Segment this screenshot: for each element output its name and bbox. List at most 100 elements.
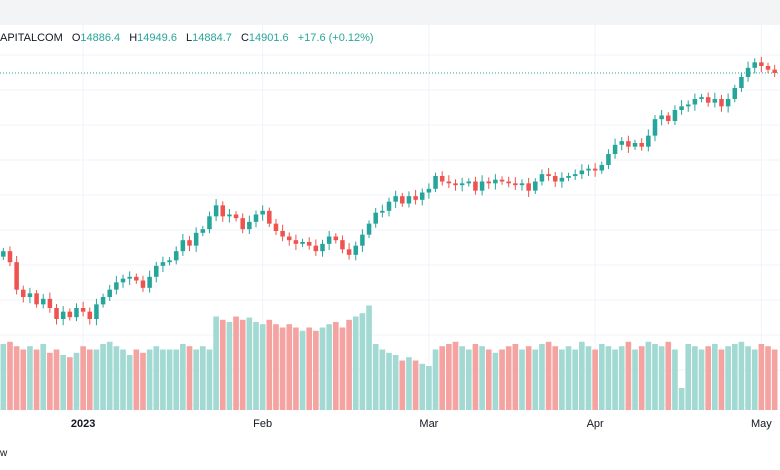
candle-body	[233, 214, 239, 219]
candle-body	[120, 278, 126, 283]
candle-body	[393, 196, 398, 202]
candle	[486, 177, 492, 189]
candle-body	[267, 210, 272, 224]
open-value: 14886.4	[80, 32, 121, 44]
candle	[666, 112, 671, 125]
change-value: +17.6 (+0.12%)	[297, 32, 374, 44]
low-key: L	[186, 32, 193, 44]
volume-bar	[153, 346, 160, 410]
candle-body	[712, 99, 718, 103]
candle	[94, 298, 99, 326]
volume-bar	[246, 317, 253, 410]
candle	[599, 161, 605, 174]
candle-body	[739, 77, 744, 88]
volume-bar	[306, 327, 313, 410]
candle	[127, 271, 132, 285]
candle	[386, 197, 392, 217]
volume-bar	[286, 324, 293, 410]
candle-body	[253, 214, 259, 222]
candle-body	[526, 183, 531, 191]
volume-bar	[100, 344, 106, 410]
candle-body	[220, 205, 226, 217]
candle	[253, 210, 259, 228]
candle-body	[745, 67, 751, 77]
volume-bar	[499, 349, 505, 410]
candle-body	[380, 210, 385, 213]
candle	[552, 171, 558, 187]
candle	[519, 179, 525, 191]
candle	[433, 172, 438, 193]
high-key: H	[129, 32, 138, 44]
candle	[752, 58, 757, 74]
volume-bar	[512, 344, 519, 410]
volume-bar	[326, 324, 332, 410]
volume-bar	[379, 349, 386, 410]
volume-bar	[386, 352, 392, 410]
candle-body	[592, 168, 598, 171]
candle-body	[273, 223, 279, 231]
candle	[207, 211, 212, 234]
volume-bar	[266, 319, 273, 410]
candle-body	[699, 97, 704, 99]
volume-bar	[299, 330, 306, 410]
candle-body	[406, 196, 412, 204]
candle-body	[666, 115, 671, 121]
volume-bar	[731, 344, 738, 410]
candle-body	[313, 245, 319, 252]
volume-bar	[293, 327, 299, 410]
candle-body	[639, 143, 644, 147]
candle	[426, 183, 432, 199]
volume-bar	[213, 316, 219, 410]
candle	[393, 190, 398, 208]
candle-body	[586, 168, 591, 171]
candle-body	[154, 265, 159, 277]
volume-bar	[565, 346, 572, 410]
candle	[400, 192, 405, 207]
candle-body	[719, 99, 724, 107]
volume-bar	[366, 305, 372, 410]
candle	[114, 276, 119, 295]
candle	[167, 257, 172, 266]
volume-bar	[771, 349, 778, 410]
volume-bar	[758, 344, 765, 410]
candle-body	[346, 249, 352, 255]
volume-bar	[605, 346, 612, 410]
close-key: C	[240, 32, 249, 44]
volume-bar	[166, 349, 173, 410]
volume-bar	[592, 349, 598, 410]
volume-bar	[532, 349, 539, 410]
volume-bar	[725, 346, 731, 410]
candle-body	[772, 69, 777, 73]
volume-bar	[745, 346, 751, 410]
volume-bar	[598, 344, 605, 410]
volume-bar	[7, 341, 13, 410]
candle	[120, 274, 126, 288]
candle	[21, 285, 26, 303]
candle	[333, 233, 339, 244]
candle-body	[606, 154, 611, 165]
candle-body	[87, 311, 93, 319]
candle	[306, 237, 312, 250]
candle	[546, 167, 551, 181]
candle	[539, 169, 545, 186]
volume-bar	[485, 349, 492, 410]
candle	[765, 62, 771, 73]
low-value: 14884.7	[192, 32, 232, 44]
candle-body	[193, 232, 199, 246]
candle-body	[479, 181, 485, 191]
candle-body	[513, 183, 518, 186]
volume-bar	[426, 366, 432, 410]
candle-body	[320, 243, 325, 252]
candle-body	[419, 192, 425, 200]
candle-body	[679, 106, 684, 110]
volume-bar	[618, 346, 625, 410]
volume-bar	[559, 349, 565, 410]
candle	[705, 92, 711, 107]
volume-bar	[572, 349, 579, 410]
candle-body	[34, 293, 39, 305]
candle	[353, 241, 359, 261]
candle	[499, 176, 505, 185]
candle-body	[499, 179, 505, 182]
candle-body	[67, 311, 73, 318]
